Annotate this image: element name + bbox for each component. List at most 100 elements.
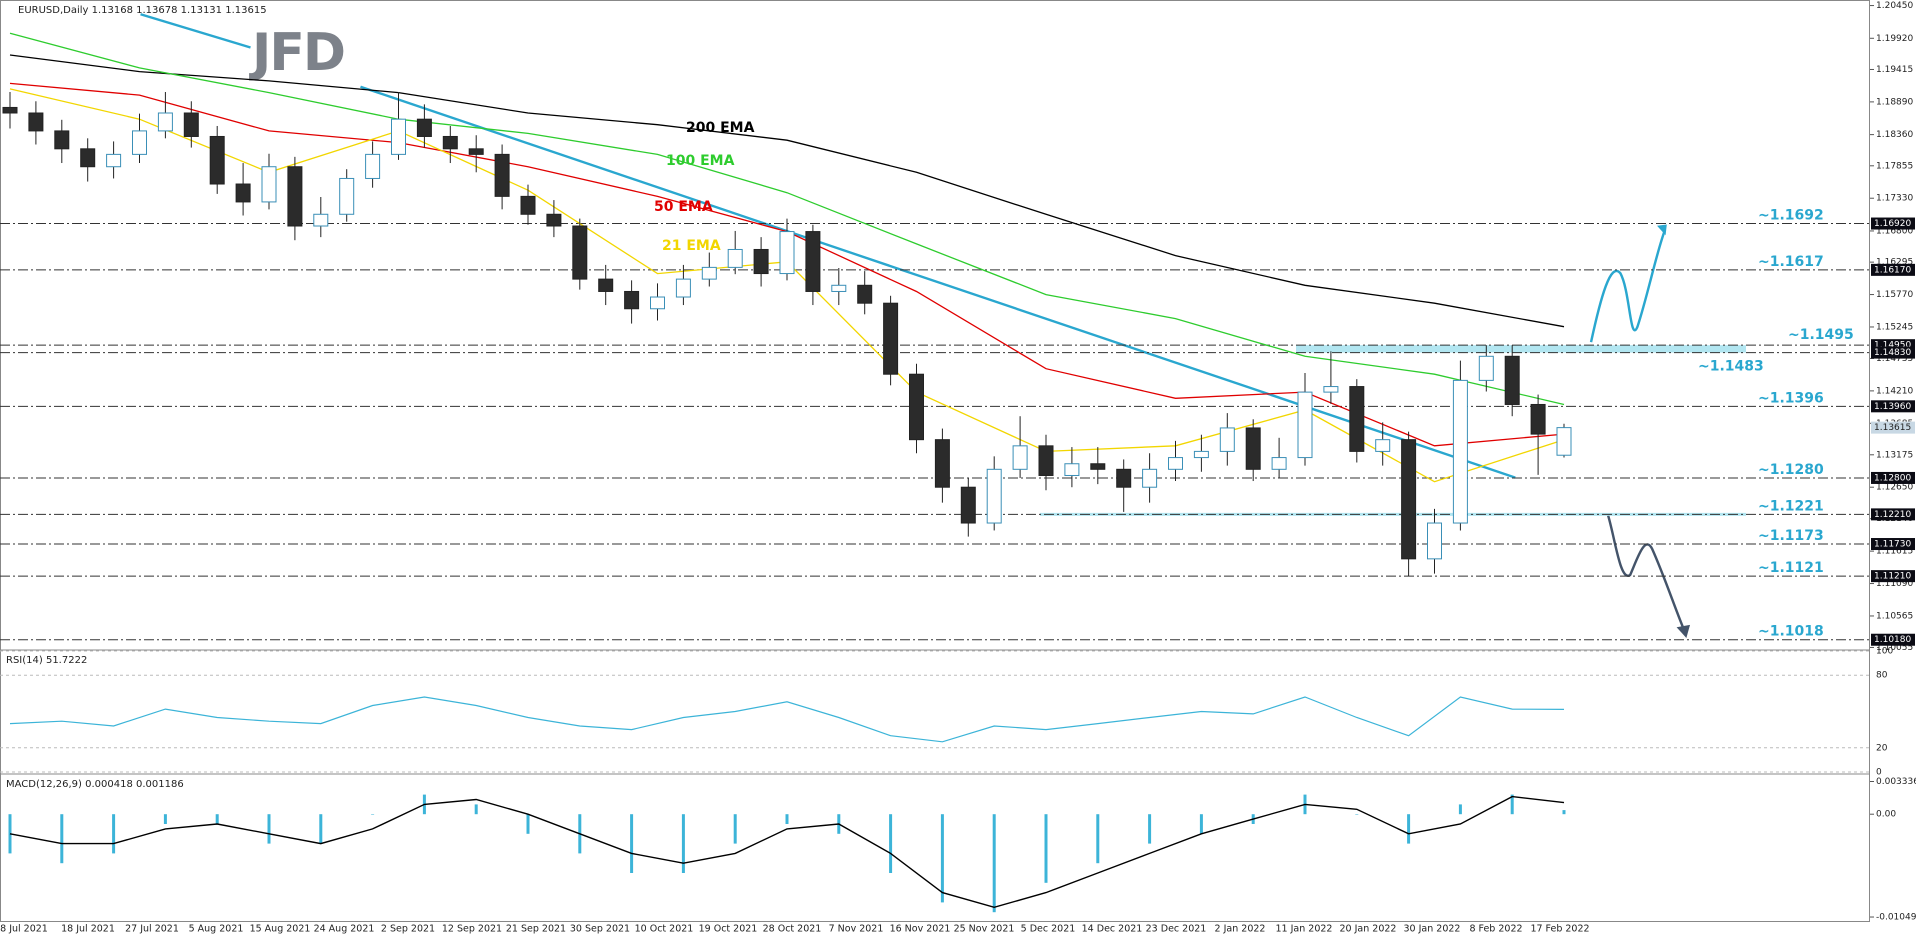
- y-tick-label: 1.18890: [1876, 97, 1913, 107]
- level-label: 1.10180: [1874, 635, 1911, 645]
- arrow-head: [1657, 224, 1667, 236]
- y-tick-label: 1.12650: [1876, 483, 1913, 493]
- y-tick-label: 0.00: [1876, 810, 1896, 820]
- candle-body: [235, 183, 251, 203]
- macd-bar: [319, 814, 323, 844]
- macd-bar: [1510, 794, 1514, 815]
- macd-bar: [992, 814, 996, 913]
- level-label: 1.14830: [1874, 348, 1911, 358]
- current-price-label: 1.13615: [1874, 423, 1911, 433]
- y-tick-label: 0: [1876, 768, 1882, 778]
- candle-body: [857, 284, 873, 304]
- ema-label: 21 EMA: [662, 238, 721, 254]
- ema-line: [9, 54, 1565, 328]
- macd-bar: [215, 814, 219, 824]
- x-tick-label: 25 Nov 2021: [954, 924, 1015, 935]
- x-tick-label: 2 Sep 2021: [381, 924, 435, 935]
- arrow-head: [1676, 624, 1691, 638]
- y-tick-label: 1.19415: [1876, 65, 1913, 75]
- ema-label: 100 EMA: [666, 153, 735, 169]
- y-tick-label: 100: [1876, 647, 1893, 657]
- candle-body: [1452, 379, 1468, 524]
- resistance-zone: [1296, 345, 1746, 353]
- x-tick-label: 2 Jan 2022: [1215, 924, 1266, 935]
- macd-bar: [1096, 814, 1100, 864]
- level-note: ~1.1280: [1758, 462, 1824, 478]
- candle-body: [2, 106, 18, 114]
- level-note: ~1.1173: [1758, 528, 1824, 544]
- macd-bar: [267, 814, 271, 844]
- candle-body: [54, 130, 70, 150]
- y-tick-label: 1.16295: [1876, 258, 1913, 268]
- candle-body: [1375, 439, 1391, 452]
- x-tick-label: 5 Aug 2021: [189, 924, 244, 935]
- macd-bar: [60, 814, 64, 864]
- level-note: ~1.1495: [1788, 327, 1854, 343]
- macd-bar: [1199, 814, 1203, 834]
- candle-body: [1504, 355, 1520, 405]
- macd-bar: [630, 814, 634, 873]
- candle-body: [986, 468, 1002, 524]
- candle-body: [1038, 445, 1054, 476]
- level-label: 1.11730: [1874, 540, 1911, 550]
- x-tick-label: 12 Sep 2021: [442, 924, 502, 935]
- candle-body: [598, 278, 614, 292]
- candle-body: [1349, 386, 1365, 452]
- candle-body: [183, 112, 199, 137]
- candle-body: [494, 153, 510, 197]
- y-tick-label: 1.18360: [1876, 130, 1913, 140]
- candle-body: [909, 373, 924, 441]
- x-tick-label: 15 Aug 2021: [250, 924, 311, 935]
- candle-body: [1142, 468, 1158, 488]
- x-tick-label: 30 Sep 2021: [570, 924, 630, 935]
- level-label: 1.16920: [1874, 219, 1911, 229]
- x-tick-label: 18 Jul 2021: [61, 924, 115, 935]
- candle-body: [28, 112, 44, 132]
- candle-body: [80, 148, 96, 168]
- y-tick-label: 1.19920: [1876, 34, 1913, 44]
- x-tick-label: 14 Dec 2021: [1082, 924, 1143, 935]
- level-box: [1871, 633, 1915, 646]
- y-tick-label: 1.11615: [1876, 547, 1913, 557]
- y-tick-label: 80: [1876, 671, 1888, 681]
- candle-body: [468, 148, 484, 155]
- candle-body: [287, 166, 303, 227]
- ema-label: 50 EMA: [654, 199, 713, 215]
- x-tick-label: 16 Nov 2021: [890, 924, 951, 935]
- x-tick-label: 21 Sep 2021: [506, 924, 566, 935]
- y-tick-label: 20: [1876, 743, 1888, 753]
- candle-body: [1168, 457, 1183, 470]
- candle-body: [805, 231, 821, 292]
- candle-body: [1530, 403, 1546, 435]
- y-tick-label: 1.15770: [1876, 290, 1913, 300]
- trend-line: [360, 85, 1516, 479]
- level-note: ~1.1221: [1758, 498, 1824, 514]
- x-tick-label: 19 Oct 2021: [699, 924, 758, 935]
- y-tick-label: 1.16800: [1876, 226, 1913, 236]
- x-tick-label: 20 Jan 2022: [1340, 924, 1397, 935]
- candle-body: [675, 278, 691, 298]
- candle-body: [157, 112, 173, 132]
- macd-bar: [112, 814, 116, 854]
- candle-body: [779, 231, 795, 275]
- candle-body: [1478, 355, 1494, 381]
- y-tick-label: 1.17330: [1876, 194, 1913, 204]
- candle-body: [1012, 445, 1028, 470]
- macd-bar: [681, 814, 685, 873]
- candle-body: [624, 290, 640, 310]
- candle-body: [313, 213, 329, 227]
- level-box: [1871, 508, 1915, 521]
- level-note: ~1.1692: [1758, 208, 1824, 224]
- candle-body: [727, 248, 743, 268]
- candle-body: [1556, 427, 1572, 456]
- y-tick-label: 0.003336: [1876, 777, 1916, 787]
- candle-body: [442, 135, 458, 150]
- x-tick-label: 17 Feb 2022: [1530, 924, 1589, 935]
- candle-body: [1064, 463, 1080, 476]
- macd-bar: [889, 814, 893, 873]
- y-tick-label: 1.14210: [1876, 386, 1913, 396]
- bullish-arrow: [1589, 231, 1666, 343]
- signal-line: [9, 795, 1565, 909]
- x-tick-label: 28 Oct 2021: [763, 924, 822, 935]
